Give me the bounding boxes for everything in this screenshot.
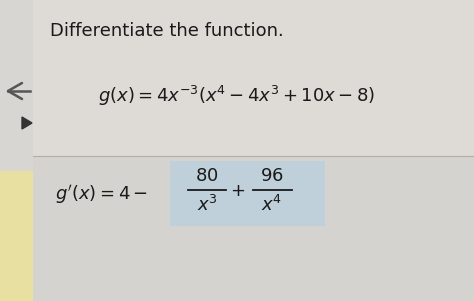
Text: $x^3$: $x^3$ bbox=[197, 195, 218, 215]
FancyBboxPatch shape bbox=[170, 161, 325, 226]
Polygon shape bbox=[22, 117, 32, 129]
FancyBboxPatch shape bbox=[33, 0, 474, 156]
Text: $80$: $80$ bbox=[195, 167, 219, 185]
Text: $96$: $96$ bbox=[260, 167, 284, 185]
FancyBboxPatch shape bbox=[33, 156, 474, 301]
FancyBboxPatch shape bbox=[0, 171, 33, 301]
Text: $g'(x) = 4 -$: $g'(x) = 4 -$ bbox=[55, 182, 148, 206]
Text: $g(x) = 4x^{-3}(x^4 - 4x^3 + 10x - 8)$: $g(x) = 4x^{-3}(x^4 - 4x^3 + 10x - 8)$ bbox=[98, 84, 376, 108]
Text: Differentiate the function.: Differentiate the function. bbox=[50, 22, 284, 40]
Text: $+$: $+$ bbox=[230, 182, 246, 200]
Text: $x^4$: $x^4$ bbox=[261, 195, 283, 215]
